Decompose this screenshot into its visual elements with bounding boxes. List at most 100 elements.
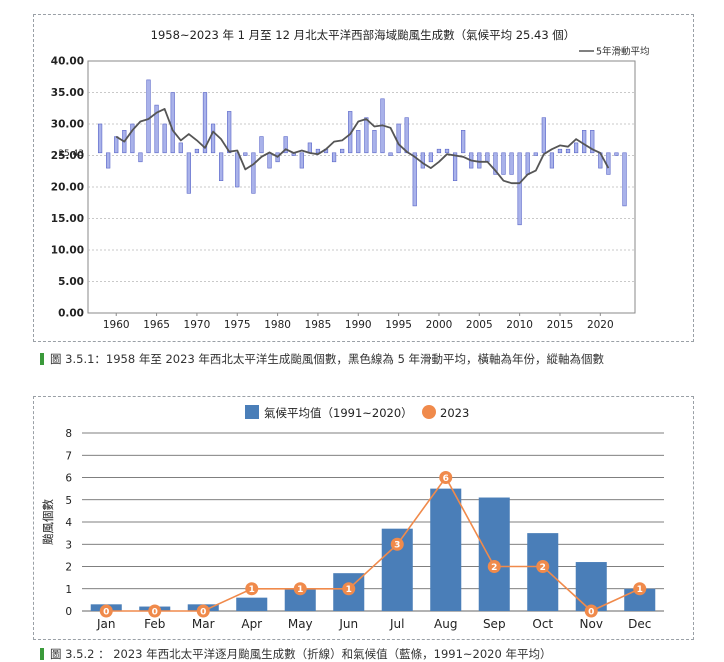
year-bar-2016 xyxy=(565,148,571,154)
year-bar-2000 xyxy=(436,148,442,154)
y-tick-label: 7 xyxy=(65,450,72,462)
y-tick-label: 15.00 xyxy=(51,213,84,225)
x-tick-label: Oct xyxy=(532,617,553,631)
year-bar-1963 xyxy=(138,152,143,163)
year-bar-1996 xyxy=(404,117,409,154)
series-2023-data-label: 2 xyxy=(491,563,497,573)
y-tick-label: 5.00 xyxy=(58,276,84,288)
x-tick-label: 2015 xyxy=(547,319,574,331)
y-tick-label: 30.00 xyxy=(51,119,84,131)
x-tick-label: Nov xyxy=(580,617,603,631)
year-bar-2021 xyxy=(606,152,611,175)
year-bar-1988 xyxy=(340,148,345,154)
series-2023-data-label: 0 xyxy=(103,607,109,617)
year-bar-1984 xyxy=(307,142,312,154)
year-bar-1983 xyxy=(299,152,304,169)
series-2023-point-Aug xyxy=(439,471,453,484)
year-bar-2013 xyxy=(541,117,546,154)
series-2023-data-label: 2 xyxy=(540,563,546,573)
y-tick-label: 2 xyxy=(65,562,72,574)
year-bar-1971 xyxy=(202,92,208,154)
x-tick-label: Mar xyxy=(192,617,215,631)
year-bar-2009 xyxy=(509,152,514,175)
year-bar-1966 xyxy=(162,123,167,154)
year-bar-2011 xyxy=(525,152,530,175)
climatology-bar-May xyxy=(284,588,316,611)
year-bar-1985 xyxy=(315,148,321,154)
x-tick-label: 1980 xyxy=(264,319,291,331)
y-tick-label: 3 xyxy=(65,539,72,551)
y-tick-label: 8 xyxy=(65,428,72,440)
x-tick-label: Jul xyxy=(389,617,404,631)
series-2023-data-label: 1 xyxy=(249,585,255,595)
year-bar-2012 xyxy=(533,152,538,156)
y-tick-label: 35.00 xyxy=(51,87,84,99)
x-tick-label: Dec xyxy=(628,617,651,631)
y-tick-label: 1 xyxy=(65,584,72,596)
year-bar-2018 xyxy=(582,130,587,154)
moving-average-line xyxy=(115,108,610,185)
chart-title: 1958~2023 年 1 月至 12 月北太平洋西部海域颱風生成數（氣候平均 … xyxy=(151,28,576,42)
year-bar-1965 xyxy=(154,104,159,154)
year-bar-1970 xyxy=(194,148,200,154)
series-2023-data-label: 0 xyxy=(200,607,206,617)
climatology-bar-Nov xyxy=(575,562,607,611)
year-bar-2023 xyxy=(622,152,627,207)
caption-marker xyxy=(40,648,44,660)
series-2023-point-Feb xyxy=(148,604,162,618)
climatology-bar-Sep xyxy=(478,497,510,611)
year-bar-2017 xyxy=(573,142,579,154)
annual-typhoon-chart: 1958~2023 年 1 月至 12 月北太平洋西部海域颱風生成數（氣候平均 … xyxy=(51,28,650,331)
series-2023-point-Dec xyxy=(633,582,647,596)
legend-label: 5年滑動平均 xyxy=(596,46,650,58)
year-bar-1972 xyxy=(210,123,216,154)
legend-bar-swatch xyxy=(245,405,259,419)
year-bar-2002 xyxy=(452,152,458,182)
year-bar-1962 xyxy=(130,123,135,154)
x-tick-label: Feb xyxy=(144,617,165,631)
figure-caption-1: 圖 3.5.1：1958 年至 2023 年西北太平洋生成颱風個數，黑色線為 5… xyxy=(40,351,604,367)
y-tick-label: 25.00 xyxy=(51,150,84,162)
year-bar-2006 xyxy=(485,152,490,163)
climatology-bar-Apr xyxy=(236,597,268,611)
x-tick-label: 1960 xyxy=(103,319,130,331)
year-bar-1987 xyxy=(331,152,337,163)
year-bar-1990 xyxy=(356,130,361,154)
year-bar-2007 xyxy=(493,152,498,175)
series-2023-data-label: 0 xyxy=(152,607,158,617)
year-bar-2022 xyxy=(614,152,619,156)
annual-typhoon-chart-panel: 1958~2023 年 1 月至 12 月北太平洋西部海域颱風生成數（氣候平均 … xyxy=(33,14,694,342)
year-bar-2001 xyxy=(444,148,450,154)
series-2023-point-May xyxy=(293,582,307,596)
year-bar-1992 xyxy=(372,130,377,154)
series-2023-data-label: 1 xyxy=(637,585,643,595)
legend-bar-label: 氣候平均值（1991~2020） xyxy=(264,406,413,420)
year-bar-2019 xyxy=(590,130,595,154)
year-bar-2008 xyxy=(501,152,506,175)
year-bar-1991 xyxy=(364,117,369,154)
x-tick-label: 1995 xyxy=(385,319,412,331)
y-tick-label: 20.00 xyxy=(51,182,84,194)
year-bar-1976 xyxy=(243,152,248,156)
series-2023-data-label: 6 xyxy=(443,474,449,484)
x-tick-label: Jan xyxy=(96,617,116,631)
climatology-bar-Aug xyxy=(430,488,462,611)
year-bar-1995 xyxy=(396,123,401,154)
x-tick-label: 2005 xyxy=(466,319,493,331)
series-2023-point-Mar xyxy=(196,604,210,618)
x-tick-label: 1990 xyxy=(345,319,372,331)
year-bar-1964 xyxy=(146,79,151,154)
series-2023-data-label: 1 xyxy=(297,585,303,595)
year-bar-1975 xyxy=(235,152,240,188)
caption-1-text: 圖 3.5.1：1958 年至 2023 年西北太平洋生成颱風個數，黑色線為 5… xyxy=(50,352,605,366)
year-bar-1959 xyxy=(106,152,111,169)
year-bar-1973 xyxy=(219,152,224,182)
y-tick-label: 0 xyxy=(65,606,72,618)
y-tick-label: 5 xyxy=(65,495,72,507)
y-tick-label: 4 xyxy=(65,517,72,529)
year-bar-1968 xyxy=(178,142,183,154)
year-bar-1998 xyxy=(420,152,425,169)
x-tick-label: 1970 xyxy=(184,319,211,331)
series-2023-point-Sep xyxy=(487,560,501,573)
year-bar-1958 xyxy=(97,123,103,154)
